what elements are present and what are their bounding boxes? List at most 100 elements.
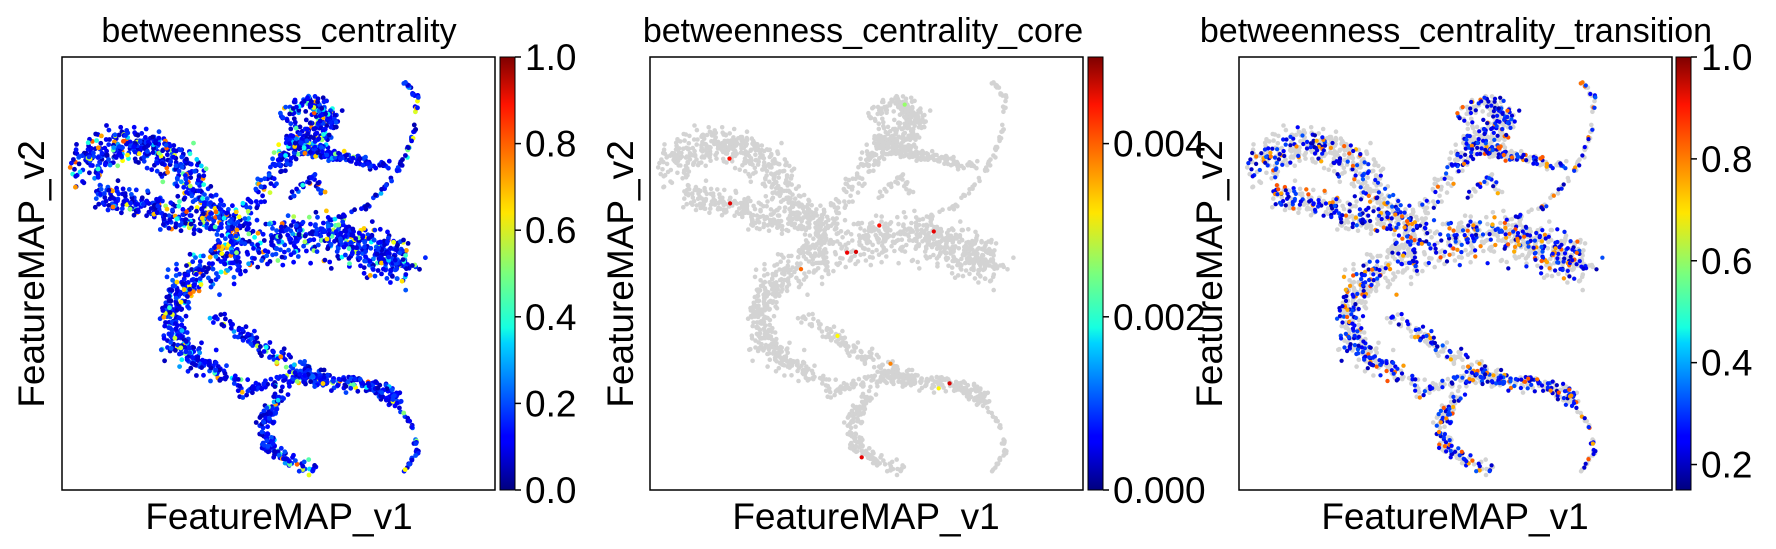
background-point — [748, 179, 754, 185]
background-point — [858, 226, 863, 231]
data-point — [106, 203, 112, 208]
background-point — [903, 150, 908, 155]
data-point — [357, 376, 363, 382]
data-point — [288, 236, 294, 242]
background-point — [753, 152, 758, 157]
background-point — [738, 134, 743, 140]
background-point — [885, 124, 891, 130]
data-point — [149, 167, 155, 173]
data-point — [328, 242, 334, 247]
background-point — [787, 206, 793, 211]
data-point — [336, 376, 342, 382]
background-point — [743, 210, 748, 215]
background-point — [796, 184, 802, 189]
data-point — [179, 328, 185, 333]
data-point — [279, 224, 284, 230]
background-point — [683, 155, 689, 160]
data-point — [315, 180, 321, 186]
background-point — [711, 133, 716, 138]
data-point — [328, 266, 334, 271]
data-point — [281, 396, 286, 401]
background-point — [748, 308, 754, 313]
panel-1-ylabel: FeatureMAP_v2 — [11, 140, 52, 407]
data-point — [278, 169, 283, 175]
background-point — [893, 95, 898, 100]
data-point — [113, 155, 119, 160]
data-point — [184, 339, 189, 344]
data-point — [197, 228, 203, 234]
data-point — [296, 232, 302, 238]
background-point — [795, 360, 800, 366]
data-point — [365, 202, 370, 208]
background-point — [816, 239, 822, 245]
background-point — [855, 340, 861, 345]
data-point — [199, 365, 205, 370]
background-point — [858, 252, 863, 258]
background-point — [895, 149, 901, 155]
data-point — [222, 257, 228, 262]
background-point — [771, 313, 777, 319]
data-point — [233, 209, 239, 215]
data-point — [198, 163, 204, 169]
background-point — [766, 228, 772, 233]
background-point — [786, 221, 791, 226]
background-point — [691, 198, 697, 204]
data-point — [283, 104, 289, 110]
background-point — [912, 208, 917, 214]
data-point — [343, 383, 349, 389]
data-point — [161, 216, 167, 222]
data-point — [306, 457, 312, 462]
background-point — [993, 241, 999, 246]
background-point — [899, 135, 904, 141]
data-point — [295, 151, 301, 157]
background-point — [765, 305, 770, 311]
background-point — [690, 145, 696, 151]
background-point — [905, 118, 911, 124]
background-point — [875, 111, 880, 117]
background-point — [907, 106, 913, 111]
data-point — [274, 406, 280, 412]
background-point — [967, 260, 972, 266]
background-point — [687, 133, 692, 139]
data-point — [103, 198, 109, 204]
panel-1-frame — [61, 56, 496, 491]
data-point — [163, 142, 169, 148]
background-point — [752, 165, 758, 171]
data-point — [224, 363, 229, 369]
background-point — [854, 173, 860, 178]
background-point — [722, 202, 727, 207]
data-point — [278, 152, 283, 158]
background-point — [890, 233, 896, 239]
data-point — [126, 187, 132, 192]
data-point — [135, 207, 141, 213]
data-point — [190, 199, 196, 205]
panel-2-points — [655, 80, 1016, 478]
data-point — [409, 263, 415, 268]
background-point — [741, 138, 746, 143]
background-point — [914, 232, 919, 237]
data-point — [386, 254, 391, 260]
data-point — [283, 153, 288, 158]
data-point — [190, 259, 196, 265]
data-point — [341, 244, 347, 250]
background-point — [881, 156, 887, 162]
background-point — [802, 232, 808, 237]
data-point — [308, 260, 313, 266]
background-point — [901, 210, 907, 215]
background-point — [732, 165, 738, 171]
background-point — [761, 163, 767, 169]
background-point — [675, 170, 680, 176]
background-point — [792, 269, 797, 275]
data-point — [173, 321, 178, 326]
data-point — [173, 221, 179, 227]
data-point — [261, 349, 267, 354]
data-point — [201, 173, 207, 179]
data-point — [316, 136, 322, 142]
background-point — [681, 131, 686, 137]
background-point — [750, 358, 755, 364]
data-point — [259, 429, 265, 435]
data-point — [282, 249, 287, 255]
background-point — [787, 163, 792, 169]
data-point — [208, 193, 214, 199]
data-point — [296, 468, 302, 474]
